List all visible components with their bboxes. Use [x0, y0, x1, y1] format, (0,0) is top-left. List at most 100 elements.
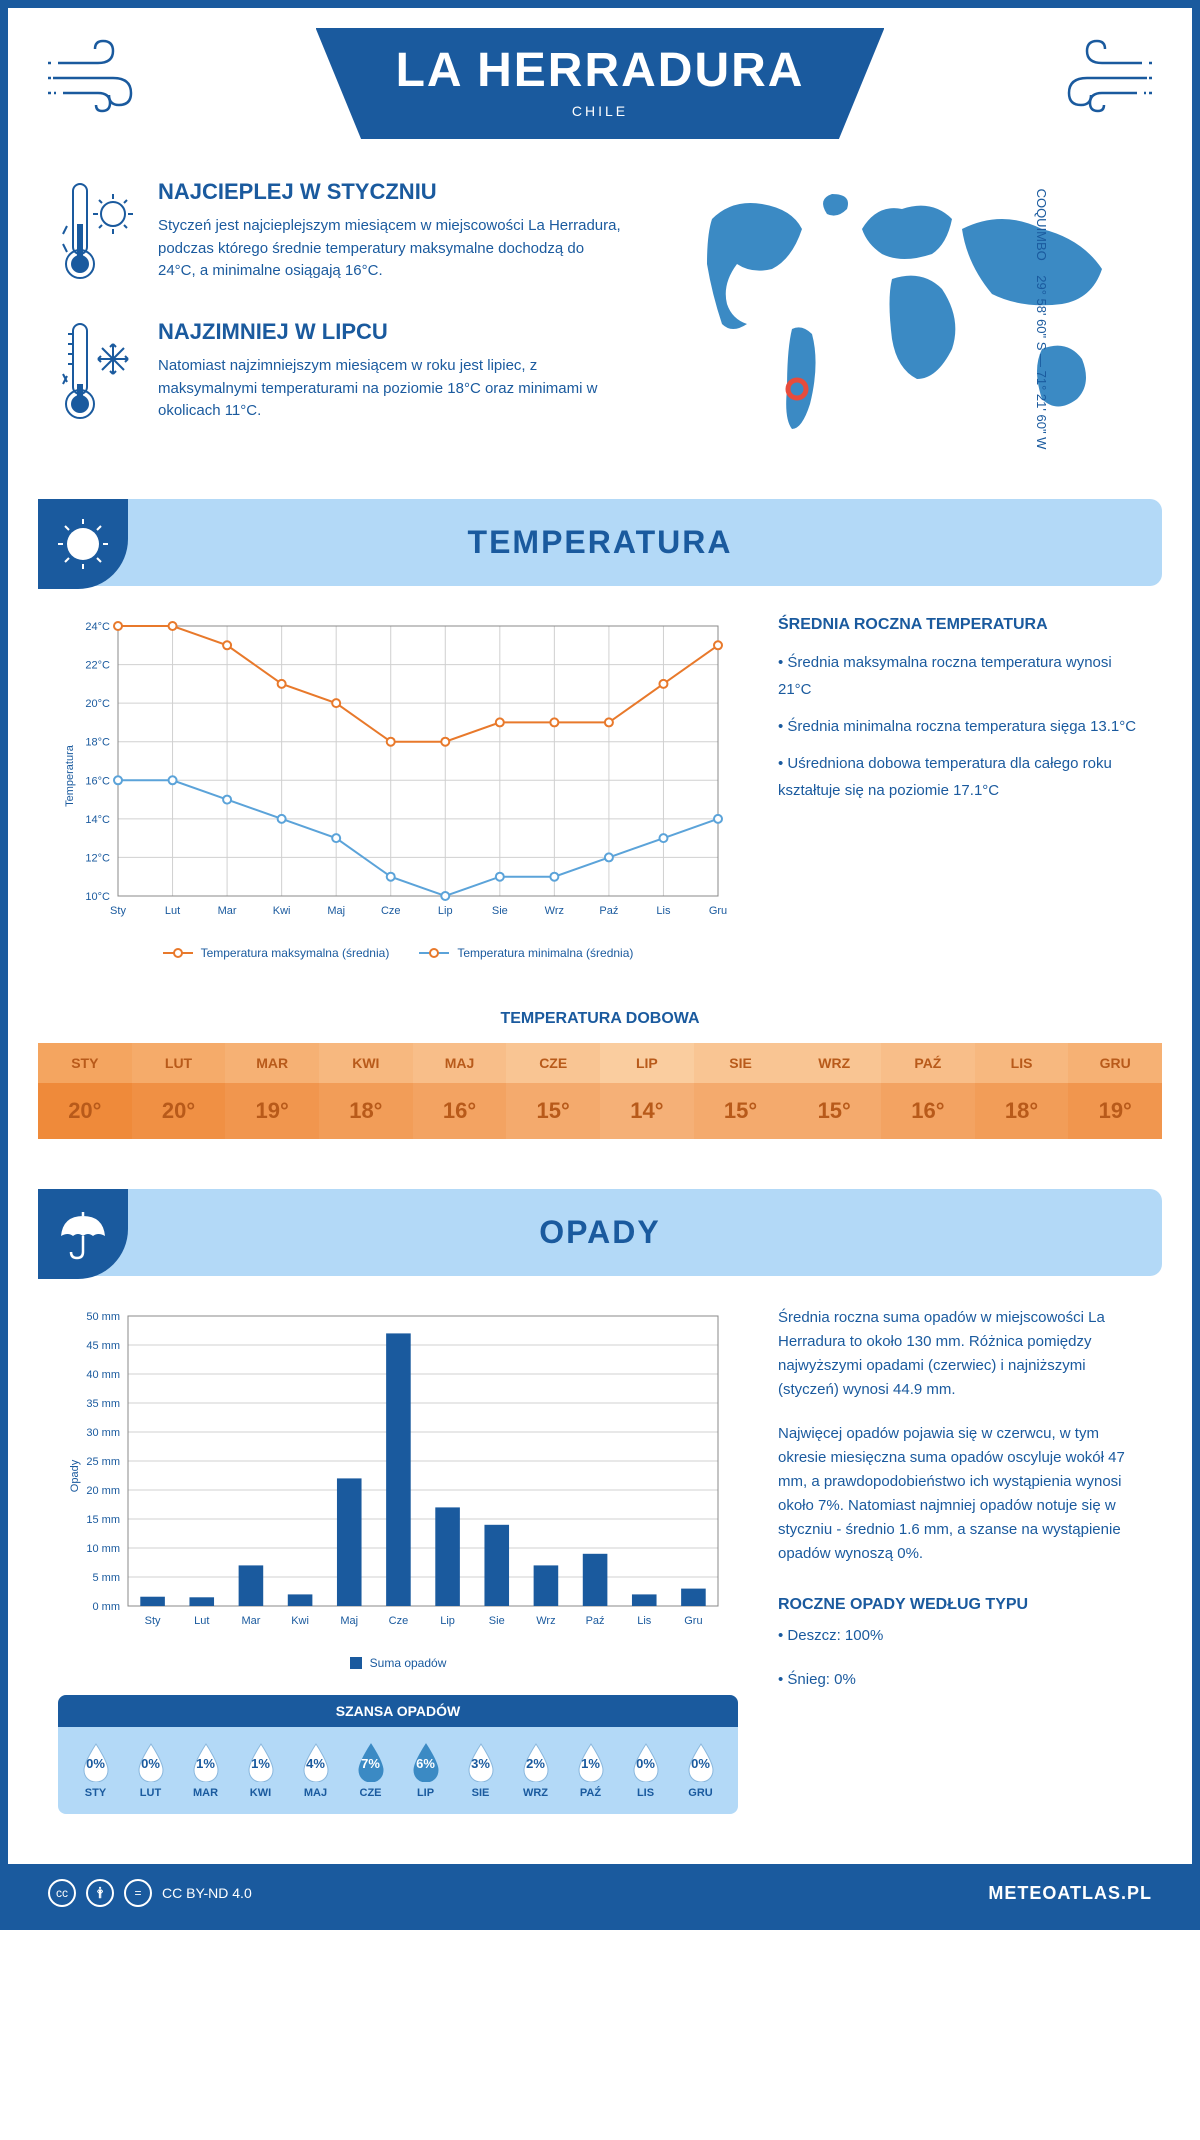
precip-type-2: • Śnieg: 0%	[778, 1668, 1142, 1692]
svg-text:Lut: Lut	[165, 905, 180, 917]
daily-col: LIP 14°	[600, 1043, 694, 1139]
precip-chart-container: 0 mm5 mm10 mm15 mm20 mm25 mm30 mm35 mm40…	[58, 1306, 738, 1834]
chance-col: 0% STY	[68, 1742, 123, 1799]
header: LA HERRADURA CHILE	[8, 8, 1192, 179]
chance-col: 1% PAŹ	[563, 1742, 618, 1799]
precip-legend-label: Suma opadów	[370, 1656, 447, 1670]
coords-text: 29° 58' 60" S — 71° 21' 60" W	[1034, 275, 1049, 449]
daily-col: MAR 19°	[225, 1043, 319, 1139]
temp-header: TEMPERATURA	[38, 499, 1162, 586]
svg-text:Lut: Lut	[194, 1615, 209, 1627]
svg-text:25 mm: 25 mm	[86, 1456, 120, 1468]
by-icon: 🛉	[86, 1879, 114, 1907]
svg-text:Cze: Cze	[381, 905, 401, 917]
chance-col: 0% LIS	[618, 1742, 673, 1799]
svg-text:12°C: 12°C	[85, 852, 110, 864]
license-text: CC BY-ND 4.0	[162, 1885, 252, 1901]
temp-bullet-1: • Średnia maksymalna roczna temperatura …	[778, 649, 1142, 703]
daily-col: PAŹ 16°	[881, 1043, 975, 1139]
umbrella-icon	[38, 1189, 128, 1279]
chance-col: 6% LIP	[398, 1742, 453, 1799]
chance-col: 1% KWI	[233, 1742, 288, 1799]
daily-col: LUT 20°	[132, 1043, 226, 1139]
chance-col: 0% GRU	[673, 1742, 728, 1799]
precip-para-2: Najwięcej opadów pojawia się w czerwcu, …	[778, 1422, 1142, 1566]
svg-text:Kwi: Kwi	[273, 905, 291, 917]
svg-text:10°C: 10°C	[85, 891, 110, 903]
svg-text:Gru: Gru	[709, 905, 727, 917]
temp-legend: .legend-line:nth-child(1)::before{border…	[58, 946, 738, 960]
coldest-title: NAJZIMNIEJ W LIPCU	[158, 319, 622, 345]
chance-table-wrapper: SZANSA OPADÓW 0% STY 0% LUT 1% MAR 1%	[58, 1695, 738, 1814]
svg-text:30 mm: 30 mm	[86, 1427, 120, 1439]
svg-text:Sty: Sty	[145, 1615, 161, 1627]
intro-text: NAJCIEPLEJ W STYCZNIU Styczeń jest najci…	[58, 179, 622, 459]
world-map	[662, 179, 1142, 439]
svg-text:Kwi: Kwi	[291, 1615, 309, 1627]
daily-col: GRU 19°	[1068, 1043, 1162, 1139]
precip-content: 0 mm5 mm10 mm15 mm20 mm25 mm30 mm35 mm40…	[8, 1306, 1192, 1864]
wind-icon-right	[1042, 38, 1152, 118]
svg-text:10 mm: 10 mm	[86, 1543, 120, 1555]
precip-type-title: ROCZNE OPADY WEDŁUG TYPU	[778, 1596, 1142, 1614]
legend-max: Temperatura maksymalna (średnia)	[201, 946, 390, 960]
chance-col: 0% LUT	[123, 1742, 178, 1799]
svg-text:24°C: 24°C	[85, 621, 110, 633]
daily-temp-title: TEMPERATURA DOBOWA	[8, 1010, 1192, 1028]
svg-text:Sie: Sie	[492, 905, 508, 917]
license-block: cc 🛉 = CC BY-ND 4.0	[48, 1879, 252, 1907]
svg-text:Wrz: Wrz	[536, 1615, 555, 1627]
daily-col: WRZ 15°	[787, 1043, 881, 1139]
title-banner: LA HERRADURA CHILE	[316, 28, 885, 139]
temp-stats: ŚREDNIA ROCZNA TEMPERATURA • Średnia mak…	[778, 616, 1142, 960]
svg-text:15 mm: 15 mm	[86, 1514, 120, 1526]
legend-min: Temperatura minimalna (średnia)	[457, 946, 633, 960]
precip-header: OPADY	[38, 1189, 1162, 1276]
sun-icon	[38, 499, 128, 589]
site-name: METEOATLAS.PL	[988, 1883, 1152, 1904]
temp-bullet-2: • Średnia minimalna roczna temperatura s…	[778, 713, 1142, 740]
svg-text:35 mm: 35 mm	[86, 1398, 120, 1410]
svg-text:Gru: Gru	[684, 1615, 702, 1627]
warmest-block: NAJCIEPLEJ W STYCZNIU Styczeń jest najci…	[58, 179, 622, 289]
svg-text:Lip: Lip	[440, 1615, 455, 1627]
svg-text:22°C: 22°C	[85, 660, 110, 672]
svg-text:Mar: Mar	[218, 905, 237, 917]
footer: cc 🛉 = CC BY-ND 4.0 METEOATLAS.PL	[8, 1864, 1192, 1922]
svg-text:Paź: Paź	[586, 1615, 605, 1627]
svg-text:Mar: Mar	[241, 1615, 260, 1627]
cc-icon: cc	[48, 1879, 76, 1907]
coldest-text: Natomiast najzimniejszym miesiącem w rok…	[158, 355, 622, 423]
svg-text:50 mm: 50 mm	[86, 1311, 120, 1323]
thermometer-cold-icon	[58, 319, 138, 429]
svg-text:40 mm: 40 mm	[86, 1369, 120, 1381]
nd-icon: =	[124, 1879, 152, 1907]
svg-text:Maj: Maj	[340, 1615, 358, 1627]
svg-text:Maj: Maj	[327, 905, 345, 917]
intro-section: NAJCIEPLEJ W STYCZNIU Styczeń jest najci…	[8, 179, 1192, 499]
chance-col: 7% CZE	[343, 1742, 398, 1799]
svg-text:16°C: 16°C	[85, 775, 110, 787]
daily-temp-table: STY 20° LUT 20° MAR 19° KWI 18° MAJ 16° …	[38, 1043, 1162, 1139]
daily-col: LIS 18°	[975, 1043, 1069, 1139]
svg-text:Lip: Lip	[438, 905, 453, 917]
precip-type-1: • Deszcz: 100%	[778, 1624, 1142, 1648]
precip-para-1: Średnia roczna suma opadów w miejscowośc…	[778, 1306, 1142, 1402]
svg-text:18°C: 18°C	[85, 737, 110, 749]
svg-text:Lis: Lis	[656, 905, 671, 917]
chance-table: 0% STY 0% LUT 1% MAR 1% KWI 4%	[58, 1727, 738, 1814]
svg-text:Lis: Lis	[637, 1615, 652, 1627]
temp-chart: 10°C12°C14°C16°C18°C20°C22°C24°CStyLutMa…	[58, 616, 738, 960]
wind-icon-left	[48, 38, 158, 118]
svg-text:0 mm: 0 mm	[93, 1601, 121, 1613]
warmest-title: NAJCIEPLEJ W STYCZNIU	[158, 179, 622, 205]
country-label: CHILE	[396, 103, 805, 119]
temp-content: 10°C12°C14°C16°C18°C20°C22°C24°CStyLutMa…	[8, 616, 1192, 990]
chance-col: 4% MAJ	[288, 1742, 343, 1799]
page: LA HERRADURA CHILE NAJCIEPLEJ W STYCZNIU…	[0, 0, 1200, 1930]
precip-stats: Średnia roczna suma opadów w miejscowośc…	[778, 1306, 1142, 1834]
svg-text:Sie: Sie	[489, 1615, 505, 1627]
svg-text:Cze: Cze	[389, 1615, 409, 1627]
precip-chart: 0 mm5 mm10 mm15 mm20 mm25 mm30 mm35 mm40…	[58, 1306, 738, 1646]
daily-col: STY 20°	[38, 1043, 132, 1139]
